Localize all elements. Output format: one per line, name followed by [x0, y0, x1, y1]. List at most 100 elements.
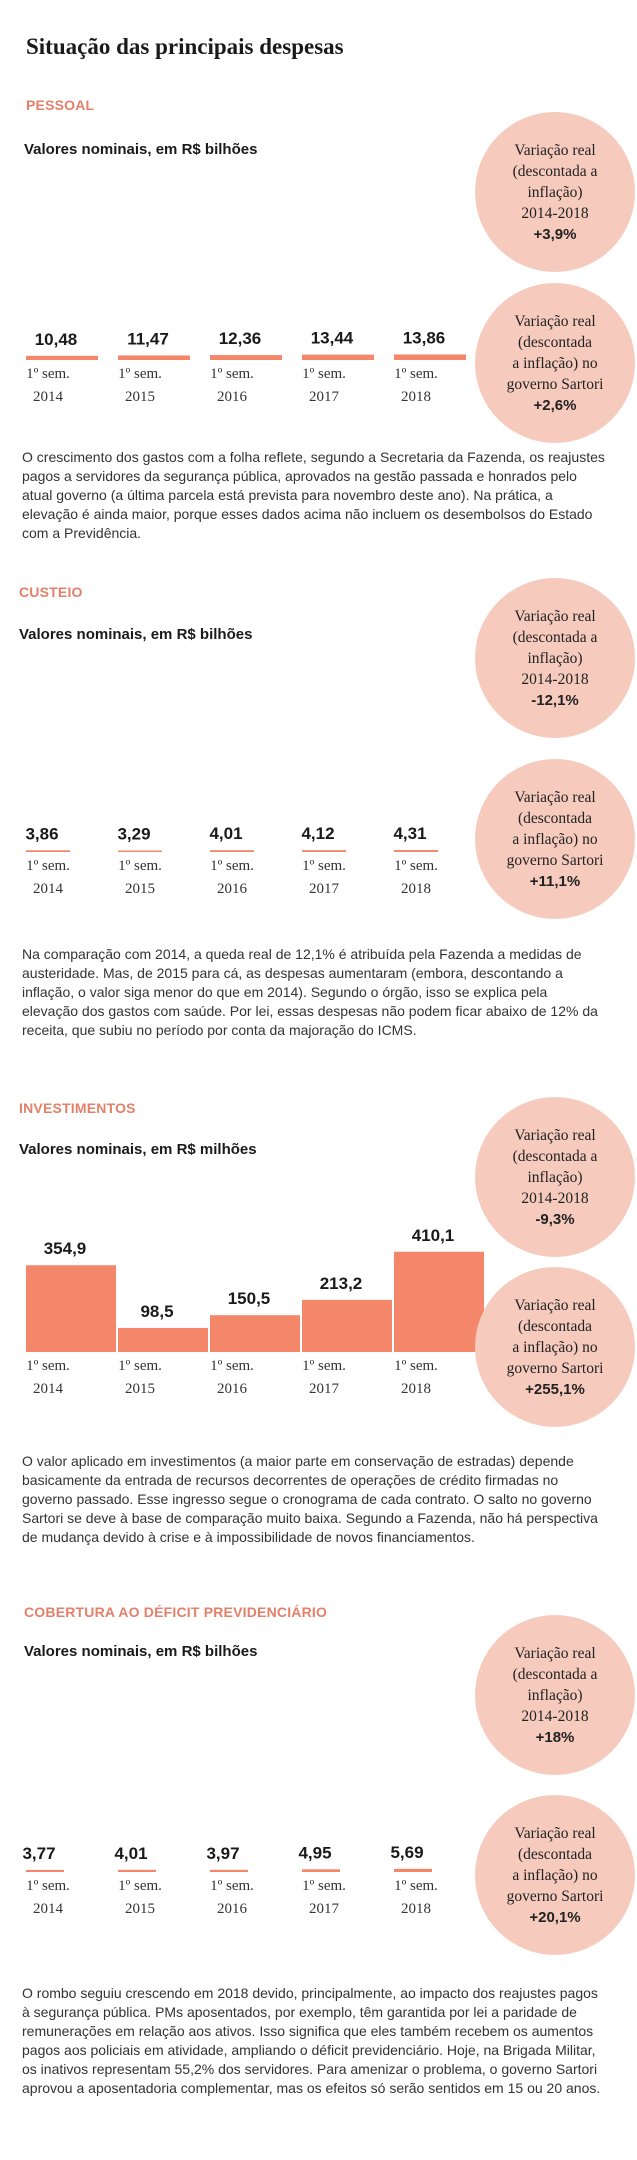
bubble-value: +3,9% [533, 225, 577, 243]
data-label-2: 12,36 [219, 329, 262, 348]
bubble-text: Variação real (descontada a inflação) no… [506, 312, 604, 393]
data-label-2: 4,01 [209, 824, 242, 843]
data-label-1: 11,47 [127, 329, 169, 348]
bubble-value: +2,6% [533, 396, 577, 414]
data-label-1: 98,5 [140, 1302, 173, 1321]
bubble-text: Variação real (descontada a inflação) 20… [512, 1126, 598, 1207]
bar-3 [302, 1299, 392, 1352]
section-paragraph: O valor aplicado em investimentos (a mai… [22, 1453, 598, 1545]
section-subtitle: Valores nominais, em R$ milhões [19, 1141, 257, 1158]
bubble-text: Variação real (descontada a inflação) no… [506, 1296, 604, 1377]
bar-chart-pessoal: 10,48 1º sem. 2014 11,47 1º sem. 2015 12,36 1º … [26, 328, 466, 405]
data-label-0: 354,9 [44, 1239, 87, 1258]
bar-3 [302, 354, 374, 360]
bar-2 [210, 850, 254, 852]
tick-label-3: 1º sem. 2017 [302, 366, 346, 405]
tick-label-1: 1º sem. 2015 [118, 366, 162, 405]
data-label-0: 3,77 [22, 1844, 55, 1863]
tick-label-2: 1º sem. 2016 [210, 858, 254, 897]
data-label-3: 13,44 [311, 329, 354, 348]
bar-chart-investimentos: 354,9 1º sem. 2014 98,5 1º sem. 2015 150,5 1º s… [26, 1226, 484, 1397]
data-label-3: 4,12 [301, 824, 334, 843]
tick-label-2: 1º sem. 2016 [210, 1358, 254, 1397]
tick-label-0: 1º sem. 2014 [26, 1358, 70, 1397]
bubble-text: Variação real (descontada a inflação) 20… [512, 1644, 598, 1725]
tick-label-4: 1º sem. 2018 [394, 1358, 438, 1397]
tick-label-2: 1º sem. 2016 [210, 1878, 254, 1917]
section-paragraph: Na comparação com 2014, a queda real de … [22, 946, 598, 1038]
bar-4 [394, 1251, 484, 1352]
tick-label-3: 1º sem. 2017 [302, 1878, 346, 1917]
bubble-variacao-2014-2018: Variação real (descontada a inflação) 20… [475, 1615, 635, 1775]
bubble-variacao-2014-2018: Variação real (descontada a inflação) 20… [475, 578, 635, 738]
bubble-variacao-sartori: Variação real (descontada a inflação) no… [475, 1267, 635, 1427]
bubble-value: -12,1% [531, 691, 579, 709]
section-label: PESSOAL [26, 97, 95, 113]
bar-3 [302, 1869, 340, 1872]
tick-label-2: 1º sem. 2016 [210, 366, 254, 405]
bubble-variacao-sartori: Variação real (descontada a inflação) no… [475, 759, 635, 919]
bar-chart-previdencia: 3,77 1º sem. 2014 4,01 1º sem. 2015 3,97 1º sem… [22, 1843, 438, 1917]
tick-label-0: 1º sem. 2014 [26, 858, 70, 897]
data-label-3: 4,95 [298, 1843, 331, 1862]
bar-2 [210, 355, 282, 360]
section-paragraph: O crescimento dos gastos com a folha ref… [22, 449, 605, 541]
bar-2 [210, 1315, 300, 1352]
data-label-2: 150,5 [228, 1289, 271, 1308]
data-label-4: 410,1 [412, 1226, 455, 1245]
tick-label-3: 1º sem. 2017 [302, 858, 346, 897]
bubble-variacao-2014-2018: Variação real (descontada a inflação) 20… [475, 1097, 635, 1257]
bubble-text: Variação real (descontada a inflação) 20… [512, 141, 598, 222]
section-paragraph: O rombo seguiu crescendo em 2018 devido,… [22, 1985, 601, 2096]
data-label-0: 10,48 [35, 330, 78, 349]
bubble-value: +18% [535, 1728, 575, 1746]
data-label-4: 5,69 [390, 1843, 423, 1862]
section-subtitle: Valores nominais, em R$ bilhões [24, 1643, 258, 1660]
bar-0 [26, 1869, 64, 1872]
tick-label-0: 1º sem. 2014 [26, 1878, 70, 1917]
bubble-value: -9,3% [535, 1210, 575, 1228]
tick-label-1: 1º sem. 2015 [118, 858, 162, 897]
bubble-variacao-sartori: Variação real (descontada a inflação) no… [475, 283, 635, 443]
data-label-3: 213,2 [320, 1274, 363, 1293]
bubble-value: +20,1% [529, 1908, 581, 1926]
bar-1 [118, 1327, 208, 1352]
bar-0 [26, 355, 98, 360]
bar-0 [26, 850, 70, 852]
bar-1 [118, 850, 162, 852]
page-title: Situação das principais despesas [26, 34, 344, 59]
tick-label-0: 1º sem. 2014 [26, 366, 70, 405]
bar-1 [118, 355, 190, 360]
tick-label-4: 1º sem. 2018 [394, 858, 438, 897]
bar-chart-custeio: 3,86 1º sem. 2014 3,29 1º sem. 2015 4,01 1º sem… [25, 824, 438, 897]
bubble-variacao-2014-2018: Variação real (descontada a inflação) 20… [475, 112, 635, 272]
tick-label-1: 1º sem. 2015 [118, 1878, 162, 1917]
section-label: COBERTURA AO DÉFICIT PREVIDENCIÁRIO [24, 1604, 328, 1620]
data-label-2: 3,97 [206, 1844, 239, 1863]
bubble-value: +11,1% [529, 872, 581, 890]
data-label-4: 13,86 [403, 328, 446, 347]
bar-4 [394, 354, 466, 360]
data-label-0: 3,86 [25, 824, 58, 843]
bar-3 [302, 850, 346, 852]
data-label-1: 3,29 [117, 825, 150, 844]
bar-0 [26, 1265, 116, 1352]
tick-label-3: 1º sem. 2017 [302, 1358, 346, 1397]
bubble-text: Variação real (descontada a inflação) no… [506, 788, 604, 869]
bar-1 [118, 1869, 156, 1872]
bubble-variacao-sartori: Variação real (descontada a inflação) no… [475, 1795, 635, 1955]
section-subtitle: Valores nominais, em R$ bilhões [24, 141, 258, 158]
bubble-text: Variação real (descontada a inflação) no… [506, 1824, 604, 1905]
bubble-value: +255,1% [525, 1380, 585, 1398]
bubble-text: Variação real (descontada a inflação) 20… [512, 607, 598, 688]
section-label: INVESTIMENTOS [19, 1100, 136, 1116]
data-label-1: 4,01 [114, 1844, 147, 1863]
section-label: CUSTEIO [19, 584, 83, 600]
section-subtitle: Valores nominais, em R$ bilhões [19, 626, 253, 643]
tick-label-1: 1º sem. 2015 [118, 1358, 162, 1397]
tick-label-4: 1º sem. 2018 [394, 1878, 438, 1917]
bar-4 [394, 1868, 432, 1872]
bar-4 [394, 850, 438, 852]
tick-label-4: 1º sem. 2018 [394, 366, 438, 405]
data-label-4: 4,31 [393, 824, 426, 843]
